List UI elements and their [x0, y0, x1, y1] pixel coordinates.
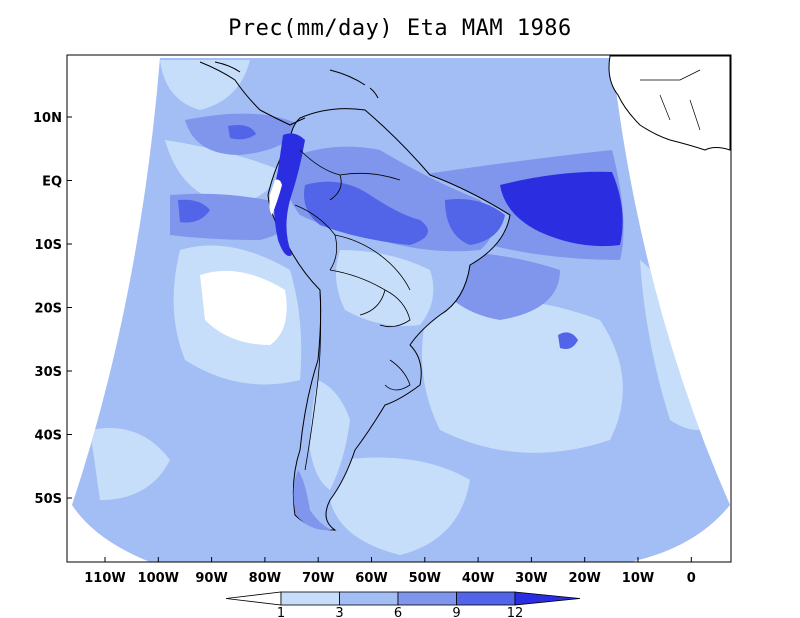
northeast-brazil-core [445, 199, 505, 245]
caribbean-islands [329, 69, 379, 99]
light-patch-far-south [330, 457, 470, 555]
colorbar-low-arrow [225, 591, 282, 606]
border-argentina-chile [304, 289, 322, 471]
panama-wet-core [228, 125, 256, 140]
lon-tick-label: 50W [409, 571, 441, 586]
border-venezuela [339, 172, 401, 181]
light-patch-northwest [160, 60, 250, 110]
central-brazil-light [336, 250, 434, 326]
lon-tick-label: 30W [515, 571, 547, 586]
map-title: Prec(mm/day) Eta MAM 1986 [228, 16, 572, 41]
africa-borders [640, 69, 701, 131]
longitude-axis: 110W 100W 90W 80W 70W 60W 50W 40W 30W 20W 10W 0 [84, 557, 696, 586]
lat-tick-label: 40S [35, 429, 62, 444]
colorbar-level-label: 12 [507, 606, 524, 618]
colorbar-segment [280, 591, 340, 606]
lon-tick-label: 100W [138, 571, 179, 586]
south-atlantic-cell [558, 332, 578, 349]
colorbar-segment [397, 591, 457, 606]
lon-tick-label: 60W [355, 571, 387, 586]
lon-tick-label: 20W [568, 571, 600, 586]
colorbar-level-label: 9 [452, 606, 460, 618]
amazon-wet-core [304, 181, 428, 245]
light-patch-pacific-tropics [165, 140, 280, 205]
latitude-axis: 10N EQ 10S 20S 30S 40S 50S [33, 111, 72, 507]
atlantic-itcz-core [500, 171, 623, 247]
colorbar-high-arrow [514, 591, 581, 606]
lon-tick-label: 0 [687, 571, 696, 586]
africa [608, 55, 731, 151]
andes-peak [274, 133, 305, 256]
light-patch-west-pacific [90, 428, 170, 500]
africa-coast [608, 55, 731, 151]
lon-tick-label: 40W [462, 571, 494, 586]
lon-tick-label: 10W [622, 571, 654, 586]
colorbar-level-label: 6 [394, 606, 402, 618]
lat-tick-label: 10S [35, 238, 62, 253]
lat-tick-label: EQ [42, 175, 62, 190]
southern-chile-wet [293, 470, 332, 531]
lat-tick-label: 10N [33, 111, 62, 126]
lon-tick-label: 90W [195, 571, 227, 586]
country-borders [294, 149, 411, 471]
border-uruguay [384, 359, 411, 391]
colorbar-segment [456, 591, 516, 606]
lon-tick-label: 110W [84, 571, 125, 586]
lat-tick-label: 30S [35, 365, 62, 380]
lon-tick-label: 70W [302, 571, 334, 586]
dry-core-southeast-pacific [200, 270, 287, 345]
colorbar-level-label: 1 [277, 606, 285, 618]
border-brazil-west [334, 234, 411, 291]
patagonia-light [310, 380, 350, 490]
south-america-land [267, 108, 511, 531]
plot-frame [66, 54, 732, 563]
central-america [199, 61, 379, 126]
color-legend: 1 3 6 9 12 [225, 591, 581, 618]
light-patch-south-atlantic [422, 297, 623, 453]
itcz-pacific-core [178, 199, 210, 223]
colorbar-segment [339, 591, 399, 606]
central-america-coast [199, 61, 306, 126]
border-paraguay [379, 289, 411, 328]
lat-tick-label: 50S [35, 492, 62, 507]
lat-tick-label: 20S [35, 302, 62, 317]
lon-tick-label: 80W [249, 571, 281, 586]
yucatan-coast [214, 61, 241, 73]
andes-dry-ridge [269, 179, 282, 215]
colorbar-level-label: 3 [335, 606, 343, 618]
